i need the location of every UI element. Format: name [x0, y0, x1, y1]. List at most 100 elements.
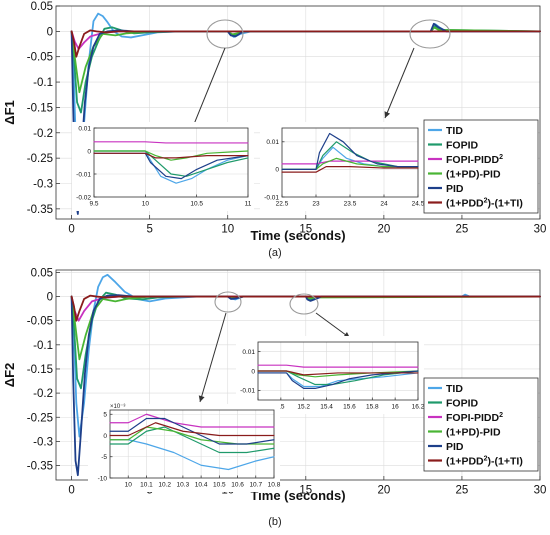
legend-label: TID — [446, 125, 463, 137]
inset-ytick-label: -10 — [98, 475, 108, 482]
main-xtick-label: 15 — [299, 485, 312, 497]
main-series-5 — [70, 294, 541, 322]
main-ytick-label: -0.05 — [27, 316, 53, 328]
inset-xtick-label: 16 — [392, 404, 400, 411]
main-xtick-label: 25 — [456, 485, 469, 497]
inset-xtick-label: 10.1 — [140, 482, 153, 489]
legend-label: (1+PD)-PID — [446, 169, 501, 181]
inset-series-4 — [109, 417, 275, 445]
main-series-5 — [70, 29, 541, 58]
zoom-ellipse — [409, 19, 451, 49]
legend-box — [423, 119, 539, 214]
inset-plot-area — [94, 128, 248, 197]
legend-label: PID — [446, 183, 464, 195]
main-xtick-label: 30 — [534, 485, 547, 497]
inset-series-4 — [93, 152, 249, 180]
inset-xtick-label: 10.8 — [268, 482, 281, 489]
main-ytick-label: 0.05 — [31, 267, 53, 279]
inset-ytick-label: 0 — [103, 433, 107, 440]
inset-xtick-label: 22.5 — [276, 201, 289, 208]
inset-xtick-label: 10.7 — [249, 482, 262, 489]
main-xtick-label: 5 — [146, 224, 152, 236]
zoom-arrow — [199, 312, 227, 403]
main-ytick-label: 0 — [47, 292, 53, 304]
inset-frame — [281, 127, 419, 198]
inset-xtick-label: 23.5 — [344, 201, 357, 208]
main-xtick-label: 30 — [534, 224, 547, 236]
inset-series-0 — [109, 439, 275, 471]
inset-series-3 — [93, 150, 249, 161]
zoom-ellipse — [214, 291, 242, 313]
inset-series-2 — [257, 364, 419, 368]
inset-xtick-label: 10.2 — [158, 482, 171, 489]
main-xtick-label: 20 — [377, 485, 390, 497]
main-ytick-label: -0.15 — [27, 364, 53, 376]
main-frame — [55, 5, 541, 220]
legend-label: FOPID — [446, 140, 479, 152]
y-axis-label: ΔF1 — [2, 100, 17, 125]
inset-xtick-label: 15.8 — [366, 404, 379, 411]
inset-ytick-label: 5 — [103, 412, 107, 419]
inset-xtick-label: 11 — [245, 201, 252, 208]
inset-xtick-label: 15 — [277, 404, 285, 411]
inset-ytick-label: -0.01 — [76, 171, 91, 178]
main-ytick-label: -0.35 — [27, 204, 53, 216]
inset-xtick-label: 15.2 — [297, 404, 310, 411]
inset-xtick-label: 24.5 — [412, 201, 425, 208]
inset-xtick-label: 15.4 — [320, 404, 333, 411]
inset-ytick-label: -0.01 — [264, 194, 279, 201]
inset-series-5 — [257, 370, 419, 376]
main-ytick-label: 0.05 — [31, 1, 53, 13]
legend-label: (1+PD)-PID — [446, 427, 501, 439]
inset-ytick-label: 0 — [251, 368, 255, 375]
inset-plot: 10 10.1 10.2 10.3 10.4 10.5 10.6 10.7 10.8 5 0 -5 -1… — [88, 404, 281, 492]
panel-caption: (a) — [268, 247, 281, 259]
main-ytick-label: -0.3 — [33, 179, 53, 191]
inset-series-5 — [281, 166, 419, 173]
zoom-ellipse — [289, 293, 319, 315]
inset-series-2 — [93, 141, 249, 144]
main-ytick-label: -0.05 — [27, 52, 53, 64]
x-axis-label: Time (seconds) — [250, 228, 345, 243]
main-ytick-label: -0.2 — [33, 388, 53, 400]
inset-ytick-label: 0.01 — [78, 125, 91, 132]
inset-xtick-label: 10 — [125, 482, 133, 489]
inset-ytick-label: -0.01 — [240, 388, 255, 395]
main-xtick-label: 10 — [221, 224, 234, 236]
inset-xtick-label: 16.2 — [412, 404, 425, 411]
inset-xtick-label: 10.3 — [177, 482, 190, 489]
main-xtick-label: 0 — [68, 224, 74, 236]
inset-ytick-label: 0.01 — [266, 139, 279, 146]
main-ytick-label: -0.25 — [27, 153, 53, 165]
inset-ytick-label: 0 — [87, 148, 91, 155]
legend-label: (1+PDD2)-(1+TI) — [446, 198, 523, 210]
legend-label: FOPID — [446, 398, 479, 410]
main-frame — [55, 269, 541, 481]
inset-xtick-label: 10 — [142, 201, 150, 208]
main-xtick-label: 25 — [456, 224, 469, 236]
inset-series-4 — [257, 370, 419, 389]
zoom-arrow — [189, 47, 226, 135]
inset-series-5 — [93, 152, 249, 159]
main-series-3 — [70, 295, 541, 361]
inset-ytick-label: 0.01 — [242, 349, 255, 356]
inset-xtick-label: 24 — [380, 201, 388, 208]
main-xtick-label: 20 — [377, 224, 390, 236]
main-ytick-label: 0 — [47, 26, 53, 38]
legend-label: FOPI-PIDD2 — [446, 412, 503, 424]
chart-panel-a: 0 5 10 15 20 25 30 0.05 0 -0.05 -0.1 -0.15 -0.2 -0.25… — [2, 1, 546, 259]
inset-plot: 22.5 23 23.5 24 24.5 0.01 0 -0.01 — [260, 122, 425, 211]
main-xtick-label: 15 — [299, 224, 312, 236]
legend-label: (1+PDD2)-(1+TI) — [446, 456, 523, 468]
inset-ytick-label: -5 — [101, 454, 107, 461]
main-xtick-label: 0 — [68, 485, 74, 497]
legend: TID FOPID FOPI-PIDD2 (1+PD)-PID PID (1+PDD2)-… — [423, 377, 539, 472]
inset-xtick-label: 10.5 — [213, 482, 226, 489]
inset-xtick-label: 10.4 — [195, 482, 208, 489]
main-ytick-label: -0.15 — [27, 102, 53, 114]
zoom-arrow — [384, 47, 415, 119]
chart-panel-b: 0 5 10 15 20 25 30 0.05 0 -0.05 -0.1 -0.15 -0.2 -0.25… — [2, 267, 546, 528]
inset-series-5 — [109, 422, 275, 437]
